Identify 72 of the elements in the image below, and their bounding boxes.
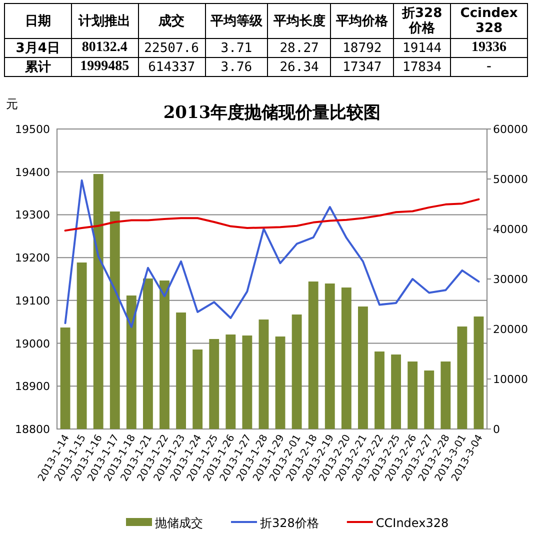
bar: [143, 278, 153, 429]
y-axis-title: 元: [6, 97, 18, 111]
line-series: [64, 198, 480, 232]
bar: [226, 334, 236, 429]
bar: [76, 262, 87, 429]
bar: [358, 306, 368, 429]
text: 19336: [472, 40, 507, 55]
y-tick-label: 19100: [15, 294, 50, 308]
bar: [391, 354, 401, 429]
bar: [474, 316, 484, 429]
y2-tick-label: 0: [493, 423, 500, 436]
text: 26.34: [280, 60, 319, 74]
y2-tick-label: 10000: [493, 373, 528, 386]
bar: [374, 352, 384, 429]
text: -: [486, 59, 492, 74]
bar: [292, 314, 302, 429]
legend-label: 折328价格: [260, 516, 319, 530]
bar: [192, 350, 203, 429]
bar: [341, 288, 352, 429]
y2-tick-label: 30000: [493, 273, 528, 286]
bar: [60, 328, 70, 429]
bar: [408, 362, 418, 429]
category-label: 成交: [138, 4, 206, 38]
text: 17834: [402, 60, 442, 74]
legend-label: 抛储成交: [155, 516, 203, 530]
bar: [176, 312, 186, 429]
legend-label: CCIndex328: [376, 516, 449, 530]
bar: [258, 320, 269, 429]
y-tick-label: 19000: [15, 337, 50, 350]
text: 614337: [148, 60, 196, 74]
y-tick-label: 19400: [15, 166, 50, 179]
y2-tick-label: 40000: [493, 223, 528, 236]
y2-tick-label: 60000: [493, 123, 528, 136]
bar: [242, 336, 252, 429]
bar: [457, 326, 468, 429]
category-label: 3月4日: [16, 41, 60, 56]
bar: [440, 362, 451, 429]
y-tick-label: 19200: [15, 252, 50, 265]
text: 18792: [342, 40, 382, 56]
category-label: 平均长度: [268, 4, 331, 38]
y-tick-label: 18800: [15, 423, 50, 436]
text: 17347: [342, 60, 382, 74]
category-label: 折328价格: [394, 4, 451, 38]
y2-tick-label: 50000: [493, 173, 528, 186]
text: 1999485: [80, 59, 130, 74]
bar: [160, 280, 170, 429]
y-tick-label: 19300: [15, 208, 50, 222]
y2-tick-label: 20000: [493, 323, 528, 336]
bar: [93, 174, 104, 429]
text: 3.71: [220, 40, 252, 56]
bar: [424, 370, 434, 429]
text: 3.76: [220, 60, 252, 74]
bar: [308, 282, 318, 429]
bar: [110, 212, 120, 429]
category-label: 计划推出: [71, 4, 138, 38]
bar: [275, 336, 286, 429]
y-tick-label: 18900: [15, 380, 50, 394]
category-label: 平均价格: [330, 4, 394, 38]
line-series: [64, 179, 480, 328]
text: 22507.6: [144, 40, 199, 56]
text: 日期: [4, 4, 72, 38]
category-label: Ccindex 328: [450, 4, 528, 38]
text: 19144: [402, 40, 442, 56]
text: 80132.4: [82, 40, 128, 55]
chart-title: 2013年度抛储现价量比较图: [163, 103, 381, 123]
category-label: 累计: [24, 60, 51, 75]
bar: [126, 296, 136, 429]
text: 28.27: [280, 40, 319, 56]
y-tick-label: 19500: [15, 123, 50, 136]
bar: [209, 339, 220, 429]
category-label: 平均等级: [205, 4, 268, 38]
bar: [324, 284, 335, 429]
